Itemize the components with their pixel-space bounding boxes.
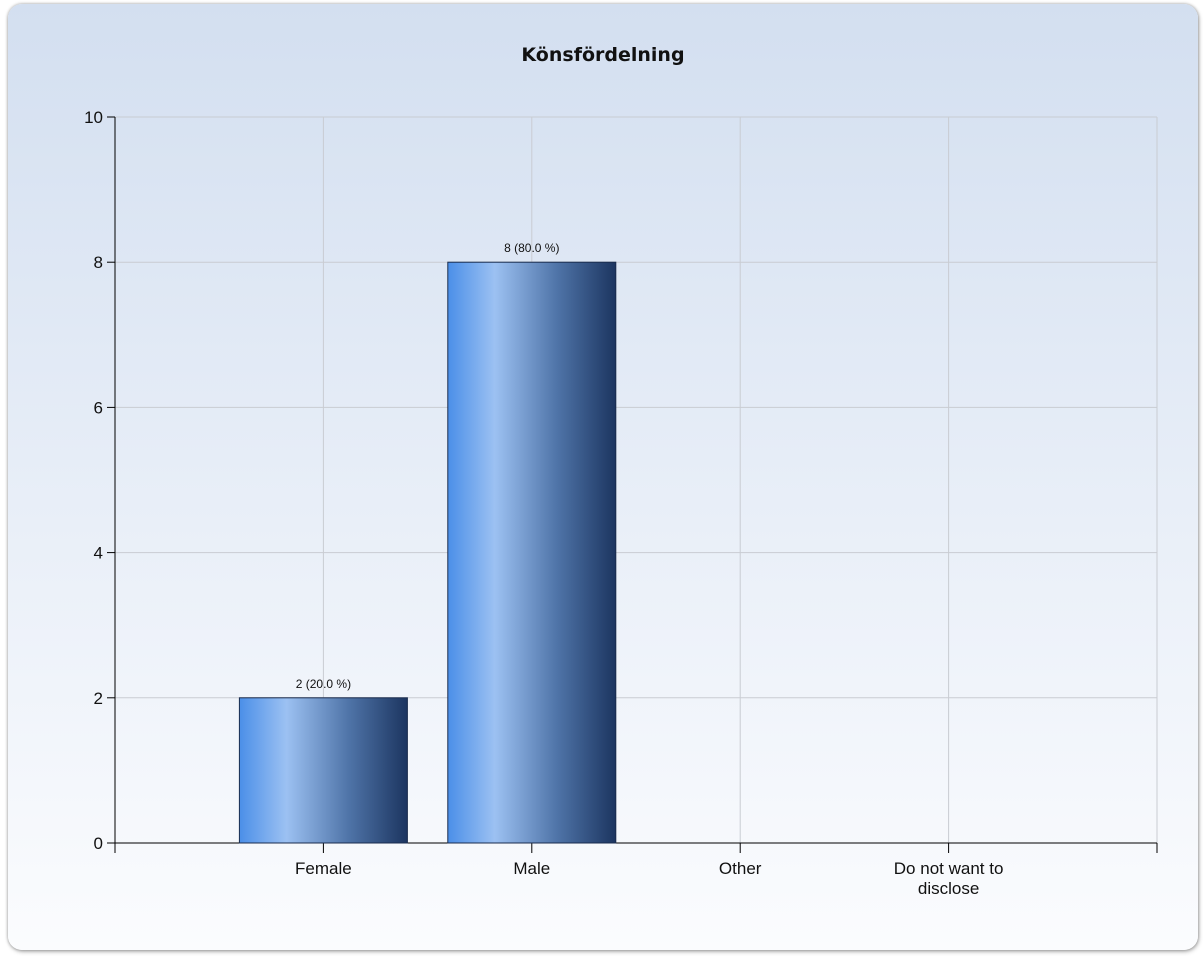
x-tick-label: Do not want to (894, 859, 1004, 878)
bar-data-label: 2 (20.0 %) (296, 677, 351, 691)
bar (238, 697, 408, 844)
x-tick-label: Female (295, 859, 352, 878)
y-tick-label: 6 (94, 398, 103, 417)
x-tick-label: Other (719, 859, 762, 878)
bar (447, 261, 617, 844)
y-tick-label: 10 (84, 108, 103, 127)
labels: 0 2 4 6 8 10 2 (20.0 %) Female 8 (80.0 %) Male Oth… (84, 108, 1003, 898)
y-tick-label: 0 (94, 834, 103, 853)
chart-title: Könsfördelning (521, 44, 685, 66)
bars (238, 261, 617, 844)
x-tick-label: disclose (918, 879, 979, 898)
y-tick-label: 8 (94, 253, 103, 272)
y-tick-label: 4 (94, 544, 103, 563)
bar-data-label: 8 (80.0 %) (504, 241, 559, 255)
x-tick-label: Male (513, 859, 550, 878)
y-tick-label: 2 (94, 689, 103, 708)
